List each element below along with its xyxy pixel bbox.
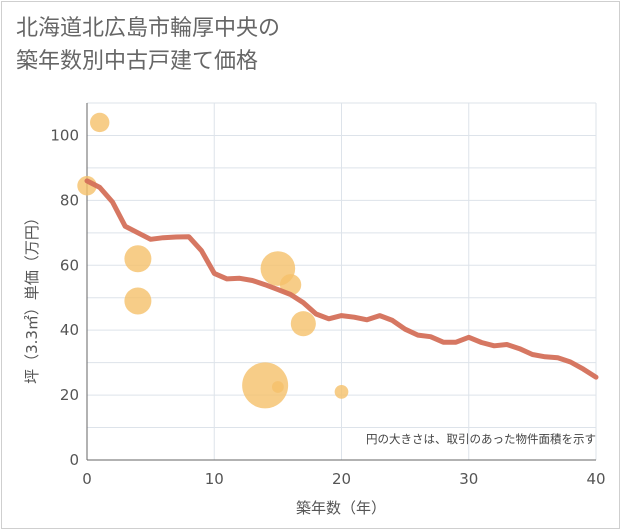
chart-title: 北海道北広島市輪厚中央の 築年数別中古戸建て価格 [16, 12, 280, 78]
x-tick-label: 20 [332, 470, 351, 488]
trend-line [84, 178, 599, 380]
y-tick-label: 20 [60, 386, 79, 404]
data-point [242, 362, 289, 409]
trend-line-series [84, 178, 599, 380]
data-point [124, 245, 152, 273]
bubble-series [77, 112, 349, 409]
y-tick-label: 0 [69, 451, 79, 469]
axes [86, 103, 596, 461]
y-axis-title: 坪（3.3㎡）単価（万円） [23, 210, 41, 384]
x-tick-label: 10 [205, 470, 224, 488]
chart-title-line2: 築年数別中古戸建て価格 [16, 49, 259, 74]
y-tick-label: 80 [60, 191, 79, 209]
data-point [290, 311, 316, 337]
data-point [271, 381, 284, 393]
data-point [334, 384, 349, 399]
x-axis-title: 築年数（年） [296, 499, 386, 517]
chart-title-line1: 北海道北広島市輪厚中央の [16, 16, 281, 41]
data-point [124, 287, 152, 315]
tick-labels: 0 20 40 60 80 100 0 10 20 30 40 [50, 126, 605, 488]
x-tick-label: 40 [586, 470, 605, 488]
y-tick-label: 60 [60, 256, 79, 274]
data-point [90, 112, 110, 133]
x-tick-label: 30 [459, 470, 478, 488]
x-tick-label: 0 [82, 470, 92, 488]
grid-lines [87, 102, 597, 460]
legend-note: 円の大きさは、取引のあった物件面積を示す [366, 432, 596, 446]
y-tick-label: 40 [60, 321, 79, 339]
y-tick-label: 100 [50, 126, 79, 144]
